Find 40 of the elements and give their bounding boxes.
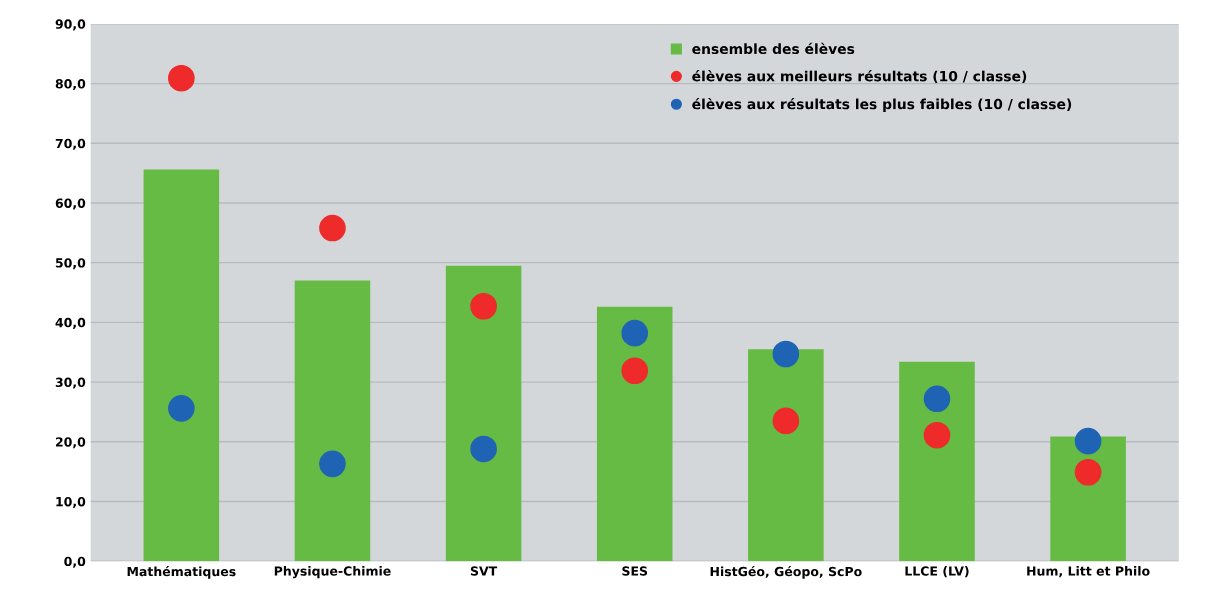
bar — [748, 349, 824, 562]
y-tick-label: 10,0 — [56, 496, 86, 508]
x-tick-label: HistGéo, Géopo, ScPo — [710, 566, 862, 579]
point — [1074, 458, 1102, 486]
x-tick-label: SVT — [470, 566, 498, 576]
legend-label: élèves aux meilleurs résultats (10 / classe) — [692, 70, 1027, 84]
point — [923, 385, 951, 413]
x-tick-label: Physique-Chimie — [274, 566, 391, 579]
point — [319, 214, 346, 242]
y-tick-label: 40,0 — [55, 317, 86, 329]
point — [621, 357, 649, 385]
point — [772, 340, 800, 368]
y-tick-label: 0,0 — [64, 556, 86, 568]
point — [923, 421, 951, 449]
y-tick-label: 60,0 — [55, 198, 86, 210]
point — [319, 450, 346, 478]
bar — [899, 361, 975, 562]
point — [772, 407, 800, 435]
point — [470, 292, 497, 320]
x-tick-label: SES — [622, 566, 648, 576]
y-tick-label: 70,0 — [55, 138, 86, 150]
x-tick-label: LLCE (LV) — [905, 566, 969, 578]
x-tick-label: Hum, Litt et Philo — [1027, 566, 1150, 578]
point — [621, 319, 649, 347]
y-tick-label: 80,0 — [55, 79, 86, 91]
legend-label: élèves aux résultats les plus faibles (10 / classe) — [692, 97, 1072, 112]
y-tick-label: 90,0 — [55, 19, 86, 31]
legend-label: ensemble des élèves — [692, 42, 855, 55]
point — [168, 64, 195, 92]
bar — [445, 265, 522, 562]
bar — [143, 169, 220, 562]
point — [168, 395, 195, 422]
x-tick-label: Mathématiques — [127, 566, 236, 579]
point — [1074, 427, 1102, 455]
y-tick-label: 50,0 — [55, 258, 86, 270]
bar — [294, 280, 371, 562]
y-tick-label: 20,0 — [55, 437, 86, 449]
bar — [596, 306, 673, 562]
point — [470, 435, 497, 463]
y-tick-label: 30,0 — [55, 377, 86, 389]
